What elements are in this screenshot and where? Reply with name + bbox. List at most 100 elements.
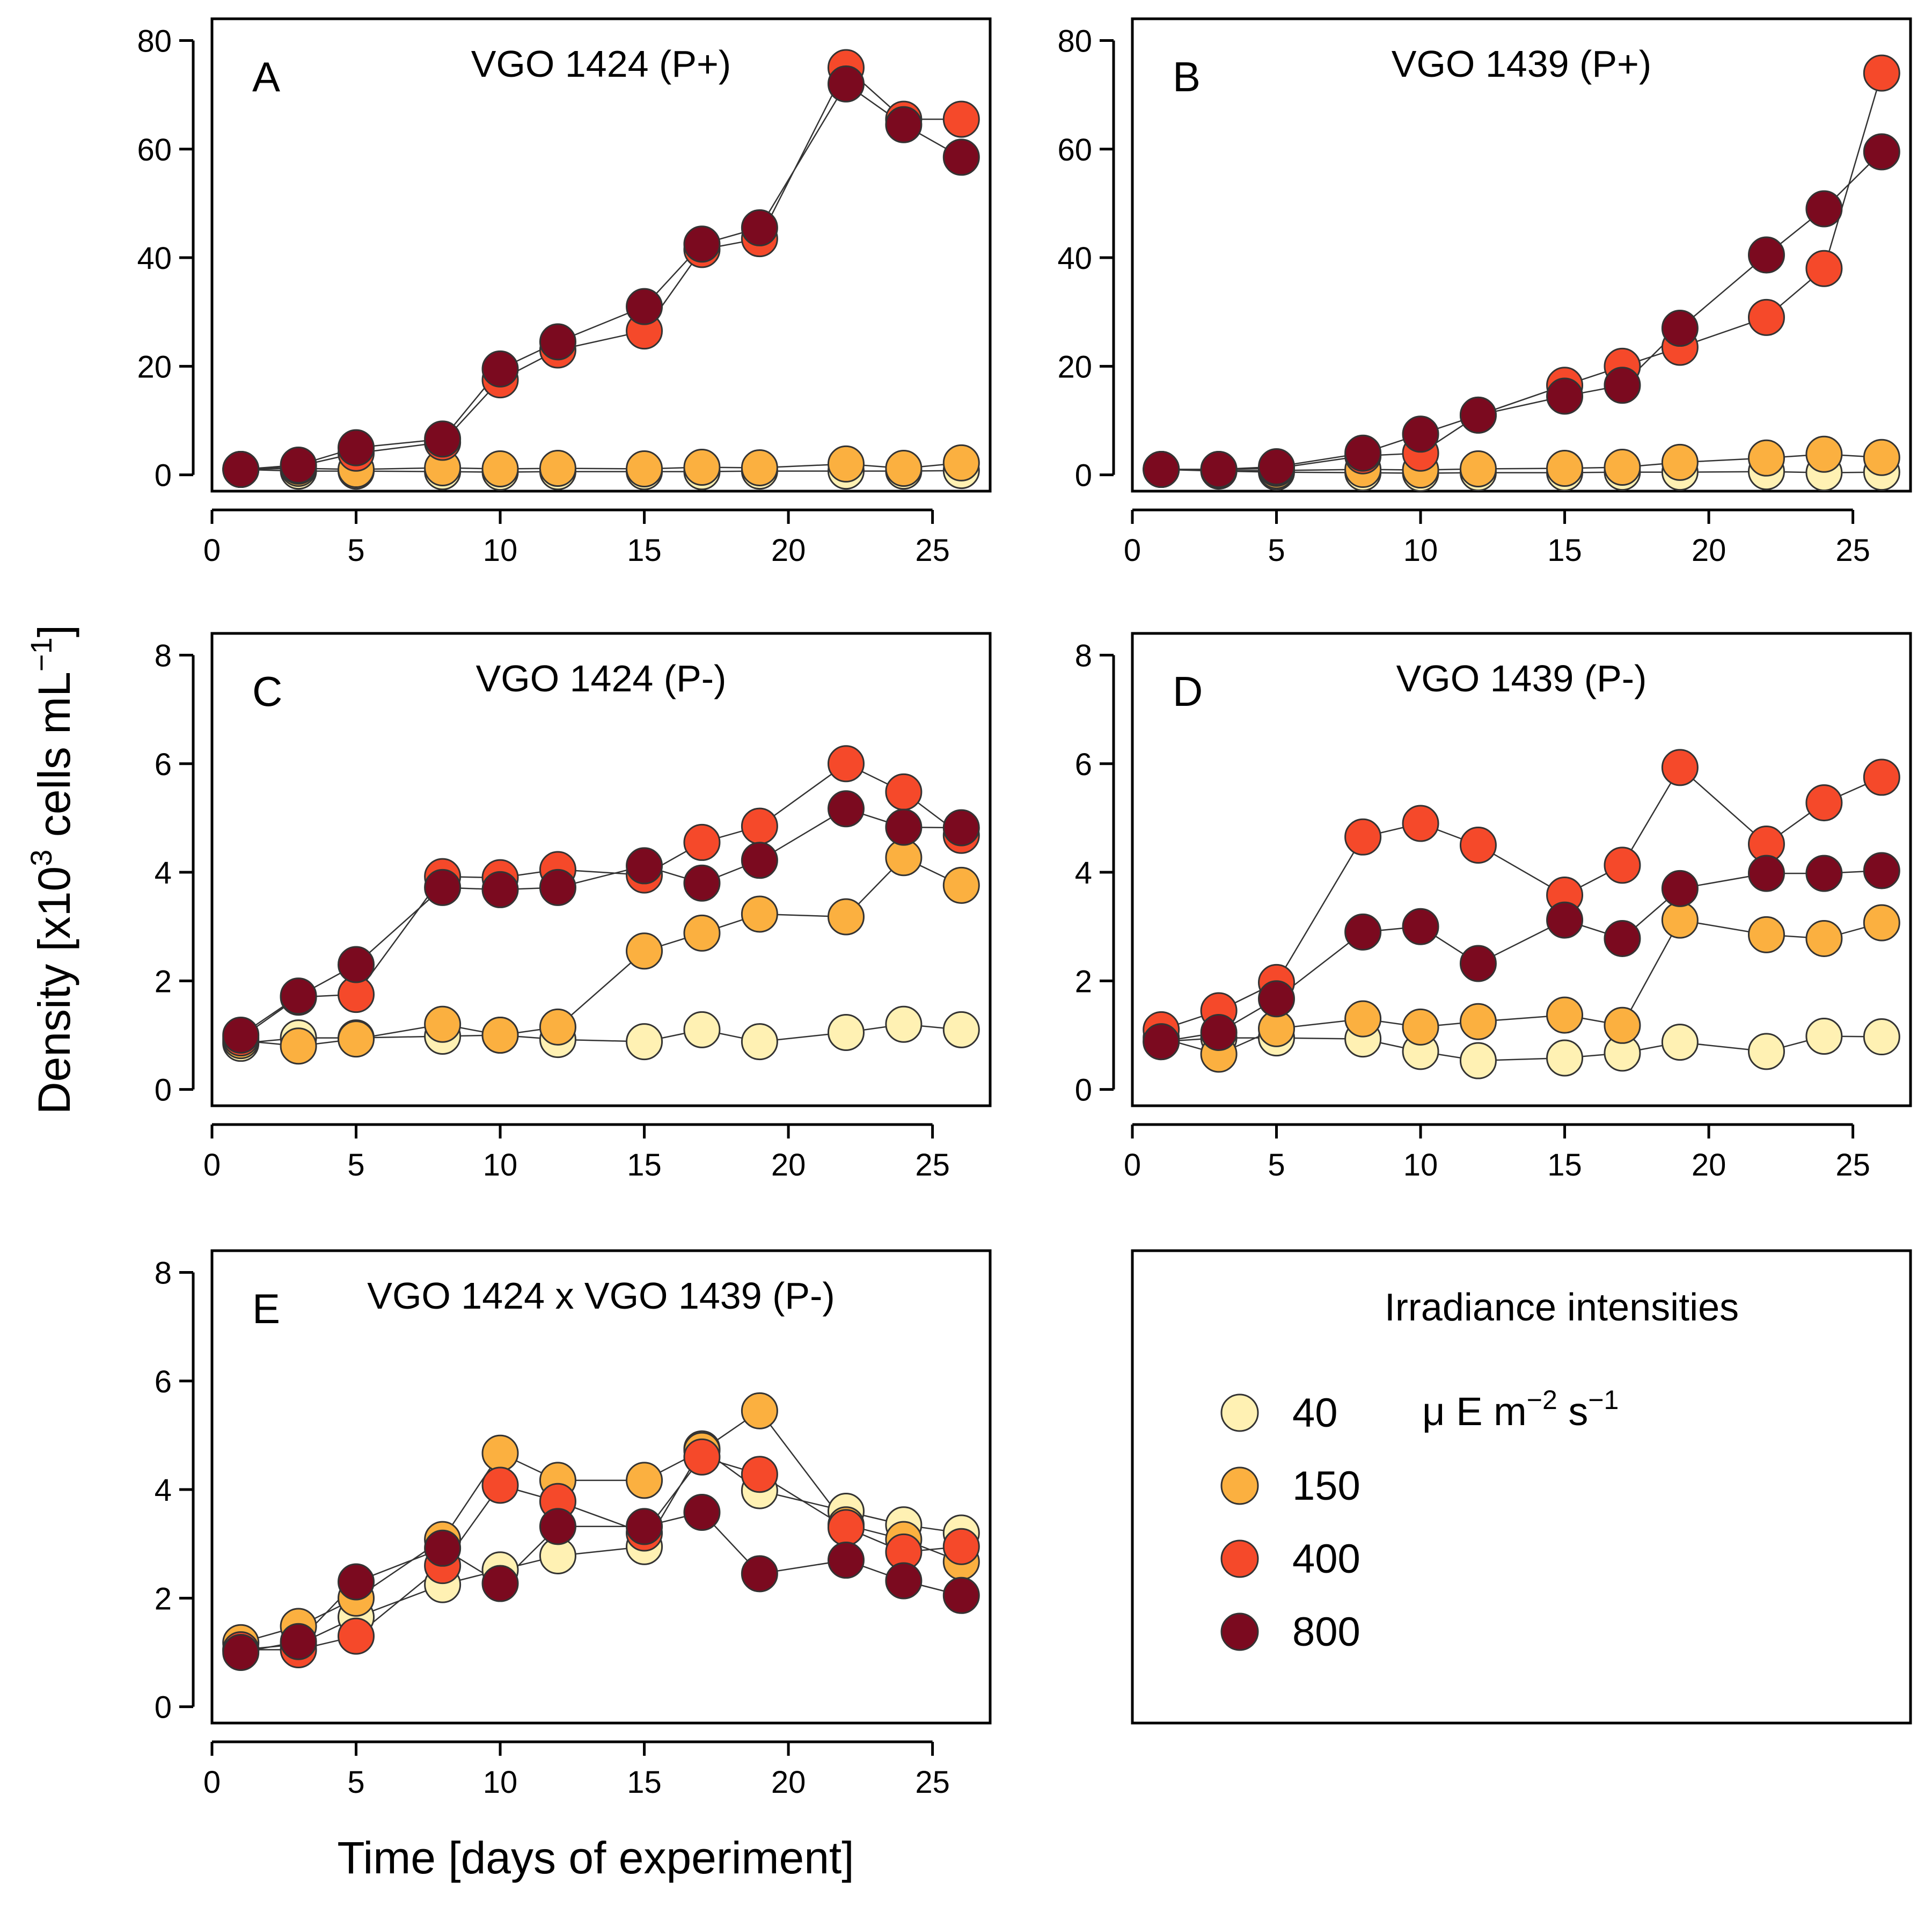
x-tick-label: 20 [1692, 1148, 1726, 1183]
y-tick-label: 40 [137, 241, 172, 276]
data-point-150 [1863, 904, 1900, 941]
legend-title: Irradiance intensities [1385, 1286, 1739, 1329]
data-point-800 [942, 1576, 980, 1614]
data-point-800 [222, 1634, 260, 1672]
data-point-40 [885, 1005, 923, 1043]
data-point-800 [827, 65, 865, 103]
x-tick-label: 5 [1268, 1148, 1285, 1183]
data-point-800 [338, 946, 375, 983]
legend-unit-s: s [1557, 1389, 1589, 1434]
y-tick-label: 8 [155, 638, 172, 673]
y-tick-label: 20 [1057, 349, 1092, 384]
legend-marker-400 [1220, 1539, 1259, 1578]
data-point-150 [539, 450, 576, 487]
data-point-800 [481, 1565, 519, 1602]
data-point-150 [626, 450, 663, 488]
data-point-150 [626, 932, 663, 970]
data-point-800 [1200, 451, 1238, 488]
x-axis-title: Time [days of experiment] [337, 1833, 854, 1883]
x-tick-label: 5 [347, 1765, 364, 1800]
x-tick-label: 20 [771, 533, 806, 568]
data-point-800 [481, 350, 519, 388]
data-point-150 [481, 1017, 519, 1054]
data-point-800 [1863, 133, 1900, 171]
y-tick-label: 0 [155, 1073, 172, 1108]
data-point-150 [741, 1392, 778, 1429]
data-point-800 [683, 225, 721, 263]
data-point-800 [1546, 901, 1584, 939]
data-point-400 [942, 1528, 980, 1565]
data-point-150 [827, 898, 865, 936]
y-tick-label: 0 [155, 458, 172, 493]
panel-title: VGO 1439 (P-) [1396, 658, 1647, 699]
panel-title: VGO 1424 (P-) [476, 658, 727, 699]
panel-title: VGO 1424 x VGO 1439 (P-) [367, 1275, 835, 1317]
data-point-400 [683, 1438, 721, 1476]
data-point-800 [1143, 451, 1180, 488]
data-point-800 [1344, 434, 1382, 472]
data-point-800 [280, 1623, 317, 1660]
x-tick-label: 5 [1268, 533, 1285, 568]
data-point-40 [1805, 1018, 1843, 1055]
data-point-400 [1459, 826, 1497, 864]
series-800 [222, 1494, 980, 1672]
y-tick-label: 8 [1075, 638, 1092, 673]
x-tick-label: 25 [1835, 533, 1870, 568]
data-point-800 [827, 1542, 865, 1579]
x-tick-label: 0 [203, 1765, 221, 1800]
data-point-800 [222, 451, 260, 488]
data-point-800 [1402, 415, 1439, 453]
panel-title: VGO 1439 (P+) [1392, 43, 1651, 85]
data-point-800 [222, 1017, 260, 1054]
y-tick-label: 2 [1075, 964, 1092, 999]
x-tick-label: 25 [1835, 1148, 1870, 1183]
data-point-150 [827, 445, 865, 483]
legend-marker-40 [1220, 1393, 1259, 1432]
data-point-150 [741, 895, 778, 933]
data-point-400 [741, 1456, 778, 1493]
x-tick-label: 0 [203, 1148, 221, 1183]
y-tick-label: 6 [1075, 747, 1092, 782]
panel-e: 0 5 10 15 20 25 0 2 4 6 8 E VGO 1424 x VGO 1439 (P-) [155, 1249, 992, 1800]
data-point-800 [885, 808, 923, 846]
data-point-40 [1546, 1039, 1584, 1077]
panel-letter: D [1173, 668, 1203, 715]
data-point-400 [1402, 805, 1439, 842]
x-tick-label: 5 [347, 533, 364, 568]
data-point-400 [683, 823, 721, 861]
data-point-150 [683, 448, 721, 486]
y-tick-label: 20 [137, 349, 172, 384]
data-point-800 [885, 106, 923, 143]
legend-frame [1131, 1249, 1912, 1725]
panel-letter: A [252, 53, 280, 100]
data-point-800 [741, 1555, 778, 1593]
x-tick-label: 25 [915, 1765, 950, 1800]
data-point-40 [1863, 1018, 1900, 1056]
data-point-800 [626, 847, 663, 885]
data-point-40 [626, 1023, 663, 1061]
data-point-150 [1661, 443, 1699, 481]
data-point-800 [1604, 919, 1641, 957]
data-point-800 [539, 1508, 576, 1545]
panel-d: 0 5 10 15 20 25 0 2 4 6 8 D VGO 1439 (P-) [1075, 632, 1912, 1183]
data-point-800 [626, 288, 663, 325]
data-point-800 [1805, 190, 1843, 228]
data-point-150 [1747, 916, 1785, 953]
panel-a: 0 5 10 15 20 25 0 20 40 60 80 A VGO 1424 (P+) [137, 17, 992, 568]
data-point-150 [280, 1027, 317, 1065]
data-point-150 [338, 1020, 375, 1058]
data-point-800 [942, 138, 980, 176]
data-point-150 [741, 449, 778, 487]
data-point-150 [424, 1005, 462, 1043]
data-point-800 [481, 871, 519, 908]
plot-frame [1131, 632, 1912, 1107]
data-point-800 [741, 209, 778, 246]
x-tick-label: 0 [1124, 1148, 1141, 1183]
x-tick-label: 5 [347, 1148, 364, 1183]
data-point-400 [942, 100, 980, 138]
data-point-800 [539, 323, 576, 361]
x-tick-label: 10 [1403, 1148, 1438, 1183]
data-point-800 [1258, 448, 1296, 485]
legend-unit: μ E m−2 s−1 [1422, 1385, 1619, 1434]
